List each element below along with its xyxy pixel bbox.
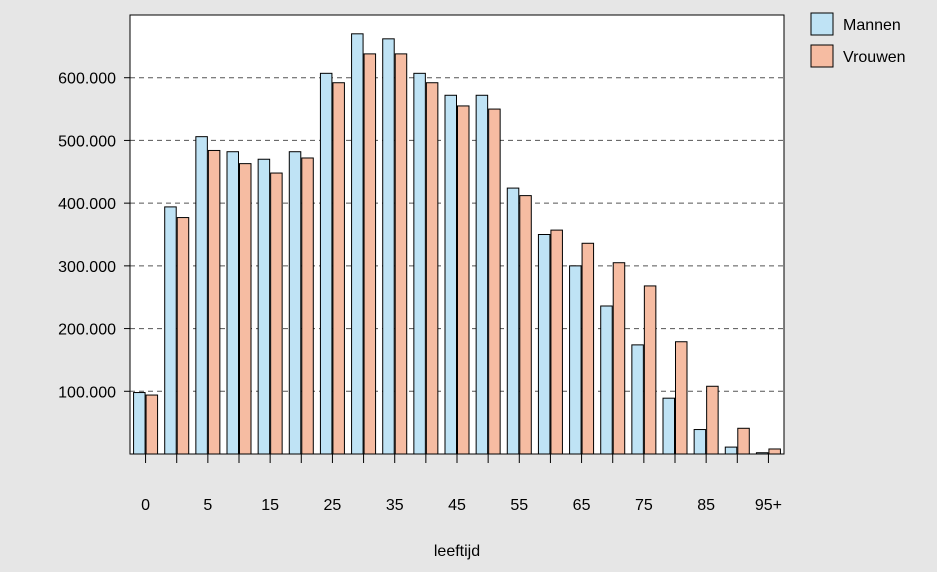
bar-mannen (257, 158, 271, 455)
bar-vrouwen (612, 262, 626, 455)
bar-mannen (475, 94, 489, 455)
y-tick-label: 600.000 (58, 71, 116, 88)
bar-mannen (693, 429, 707, 455)
bar-vrouwen (425, 82, 439, 455)
bar-mannen (600, 305, 613, 455)
x-tick-label: 5 (203, 497, 212, 514)
x-tick-label: 65 (573, 497, 591, 514)
bar-mannen (631, 344, 644, 455)
bar-mannen (319, 72, 333, 455)
bar-mannen (226, 151, 239, 455)
legend-label: Mannen (843, 17, 901, 34)
bar-vrouwen (270, 172, 283, 455)
bar-mannen (413, 72, 426, 455)
legend-swatch (810, 44, 834, 68)
bar-vrouwen (768, 448, 781, 455)
x-tick-label: 95+ (755, 497, 782, 514)
x-tick-label: 0 (141, 497, 150, 514)
legend: Mannen Vrouwen (810, 12, 906, 68)
bar-mannen (662, 397, 675, 455)
x-tick-label: 35 (386, 497, 404, 514)
bar-vrouwen (706, 385, 719, 455)
y-tick-label: 400.000 (58, 196, 116, 213)
y-axis: 100.000 200.000 300.000 400.000 500.000 600.0… (58, 71, 130, 401)
bar-vrouwen (643, 285, 657, 455)
y-tick-label: 300.000 (58, 259, 116, 276)
bar-mannen (288, 151, 302, 455)
bar-vrouwen (737, 427, 750, 455)
bar-vrouwen (207, 149, 221, 455)
bar-vrouwen (332, 82, 345, 455)
x-tick-label: 15 (261, 497, 279, 514)
x-axis-title: leeftijd (434, 543, 480, 560)
bar-vrouwen (301, 157, 314, 455)
bar-vrouwen (457, 105, 470, 455)
bar-mannen (724, 446, 738, 455)
x-tick-label: 75 (635, 497, 653, 514)
bar-vrouwen (519, 195, 532, 455)
bar-mannen (537, 234, 551, 455)
bar-mannen (569, 265, 582, 455)
bar-vrouwen (363, 53, 377, 455)
bar-vrouwen (550, 229, 563, 455)
bar-vrouwen (581, 242, 595, 455)
bar-mannen (195, 136, 208, 455)
bar-vrouwen (145, 394, 159, 455)
bars (133, 33, 781, 455)
bar-vrouwen (176, 217, 190, 455)
legend-swatch (810, 12, 834, 36)
x-tick-label: 85 (697, 497, 715, 514)
x-tick-label: 45 (448, 497, 466, 514)
bar-vrouwen (675, 341, 688, 455)
bar-mannen (382, 38, 395, 455)
bar-mannen (444, 94, 457, 455)
bar-vrouwen (239, 163, 252, 455)
legend-label: Vrouwen (843, 49, 906, 66)
bar-mannen (506, 187, 520, 455)
bar-mannen (164, 206, 177, 455)
y-tick-label: 200.000 (58, 322, 116, 339)
x-tick-label: 55 (510, 497, 528, 514)
x-tick-label: 25 (324, 497, 342, 514)
bar-mannen (133, 392, 146, 455)
bar-vrouwen (488, 108, 501, 455)
y-tick-label: 500.000 (58, 133, 116, 150)
bar-mannen (351, 33, 364, 455)
y-tick-label: 100.000 (58, 384, 116, 401)
x-axis: 0 5 15 25 35 45 55 65 75 85 95+ (141, 454, 782, 514)
bar-vrouwen (394, 53, 408, 455)
